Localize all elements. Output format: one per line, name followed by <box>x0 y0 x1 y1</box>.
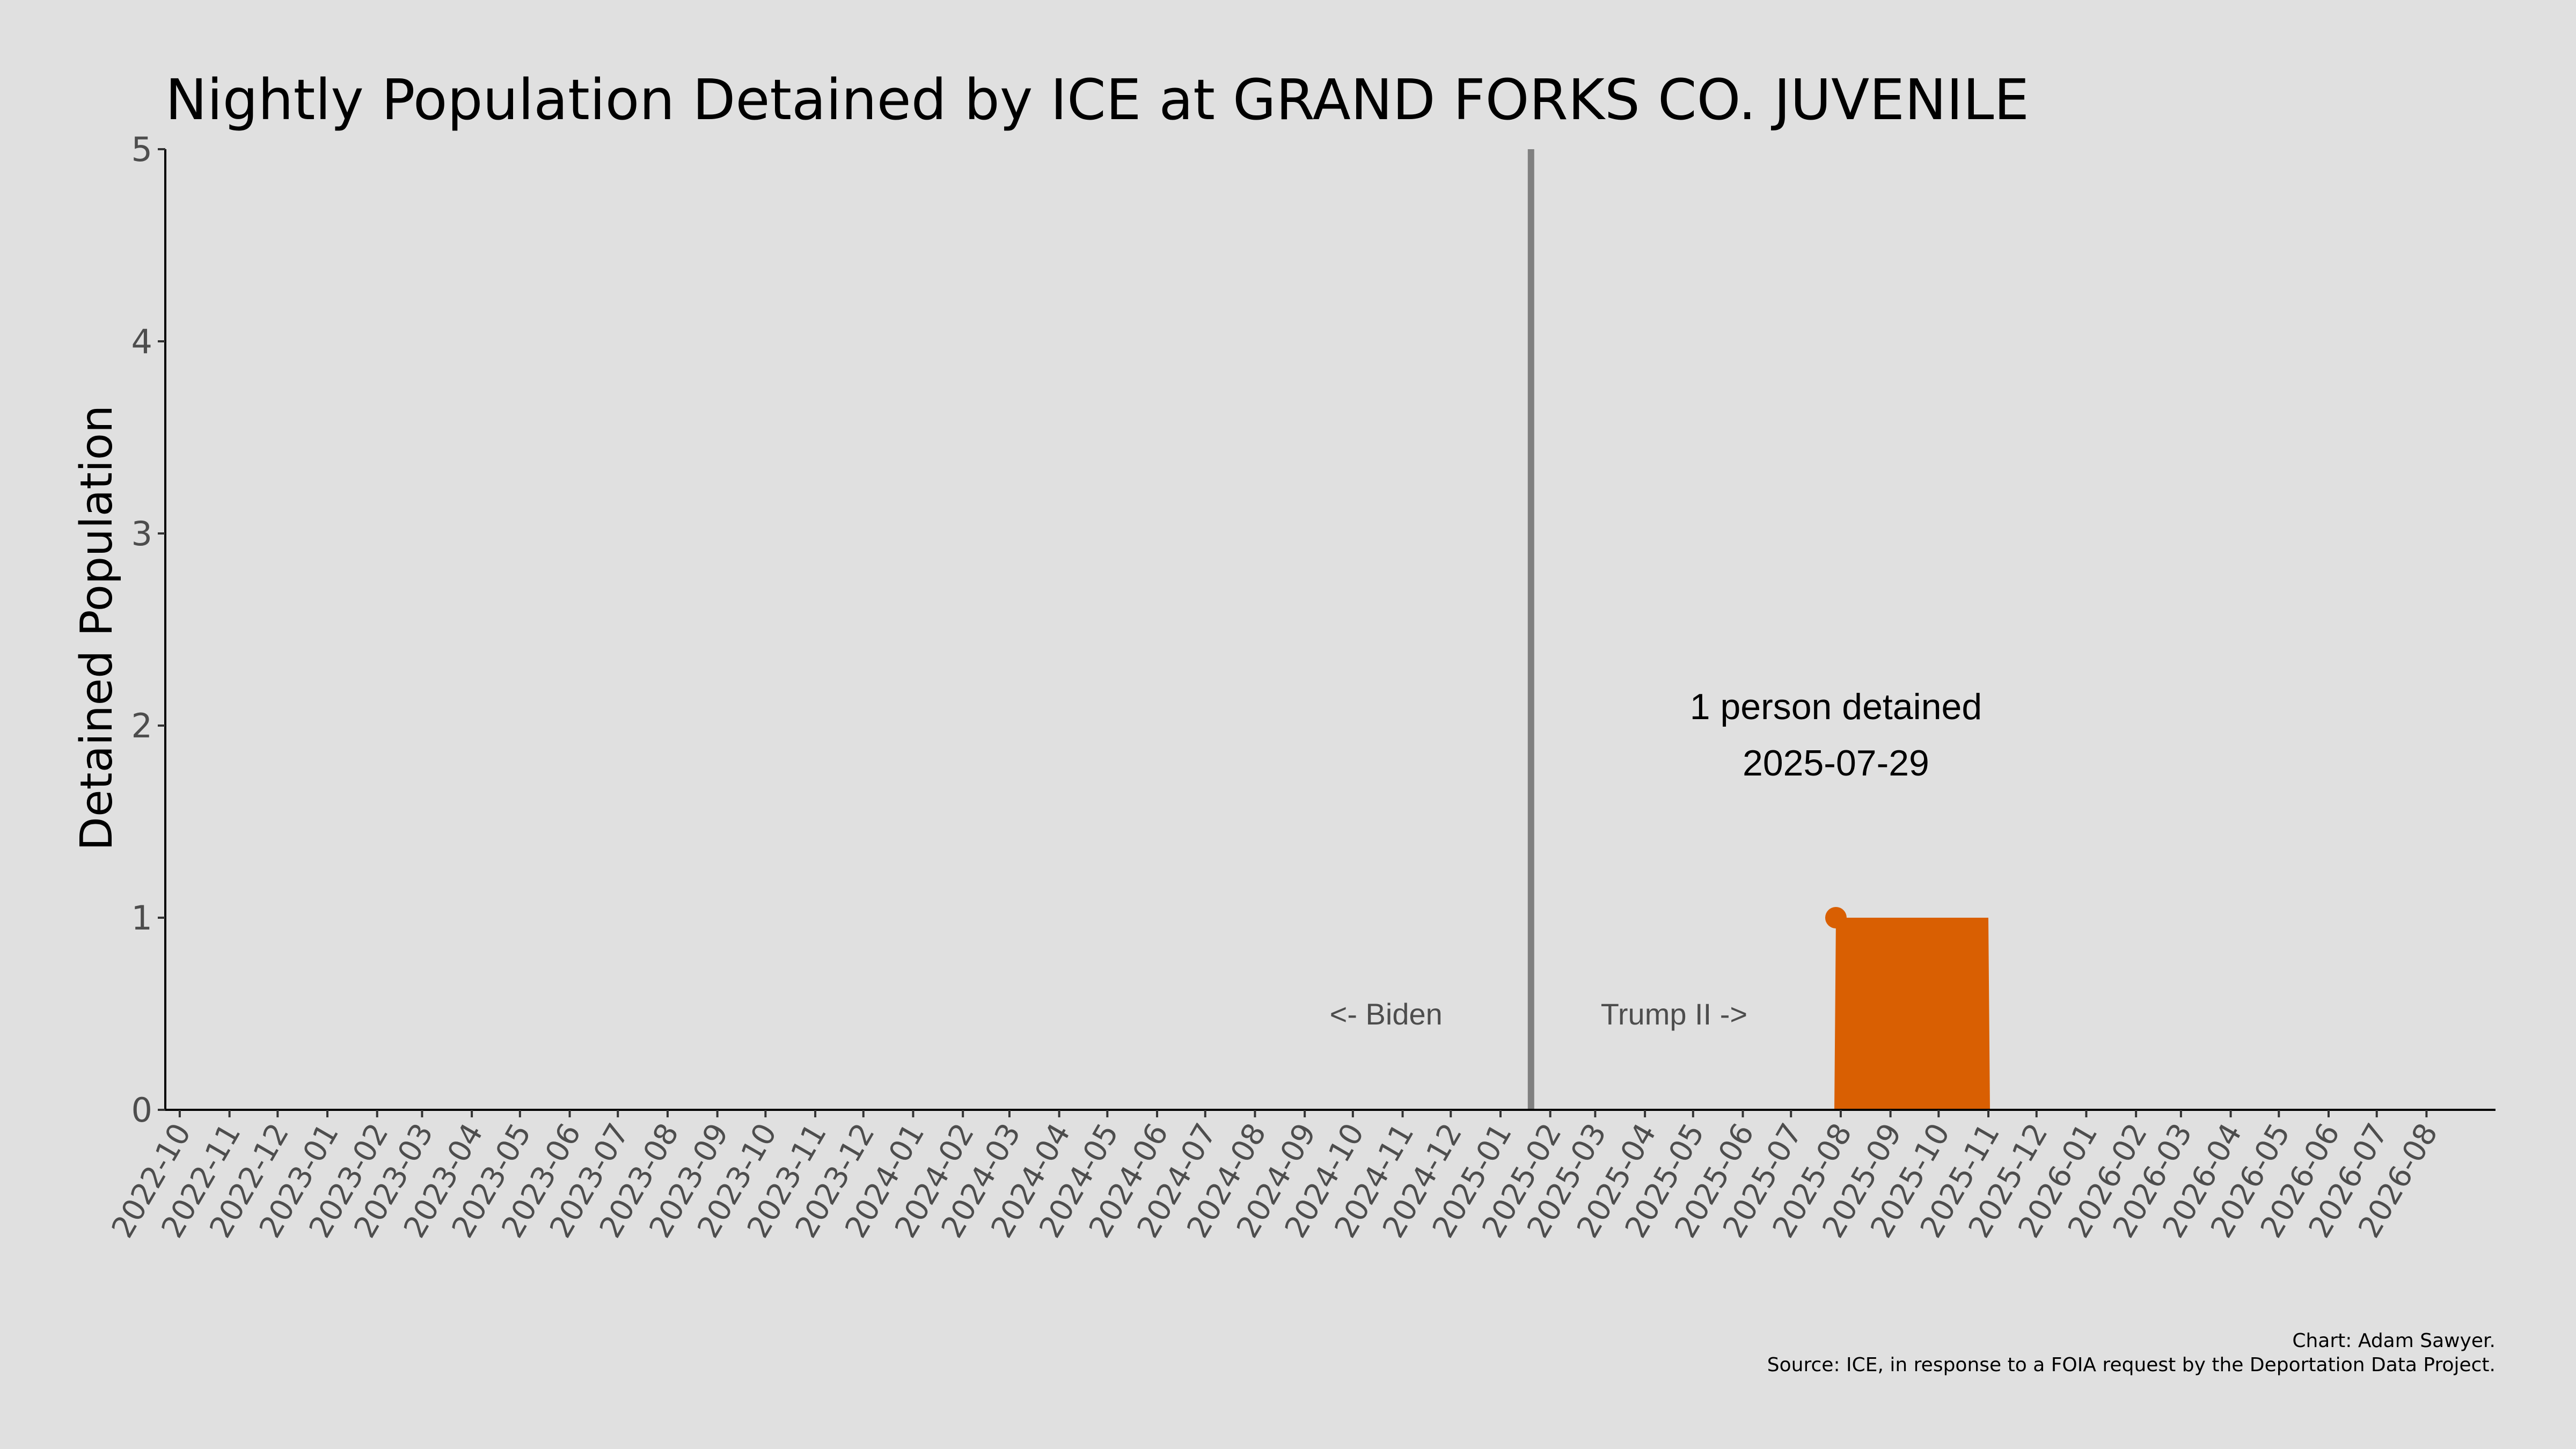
y-tick-label-4: 4 <box>131 322 152 361</box>
annotation-date: 2025-07-29 <box>1743 743 1929 784</box>
y-tick-label-3: 3 <box>131 514 152 553</box>
y-tick-label-5: 5 <box>131 130 152 169</box>
highlight-point <box>1825 907 1847 928</box>
y-tick-label-2: 2 <box>131 706 152 745</box>
y-axis-label: Detained Population <box>71 405 122 851</box>
y-tick-label-1: 1 <box>131 898 152 938</box>
annotation-count: 1 person detained <box>1690 686 1982 727</box>
caption-source: Source: ICE, in response to a FOIA reque… <box>1767 1354 2496 1376</box>
caption-author: Chart: Adam Sawyer. <box>2292 1330 2496 1352</box>
chart-title: Nightly Population Detained by ICE at GR… <box>165 67 2029 133</box>
era-label-biden: <- Biden <box>1330 997 1443 1031</box>
series-area-0 <box>1834 918 1990 1110</box>
y-tick-label-0: 0 <box>131 1091 152 1130</box>
era-label-trump: Trump II -> <box>1601 997 1747 1031</box>
plot-area <box>1527 149 1990 1110</box>
